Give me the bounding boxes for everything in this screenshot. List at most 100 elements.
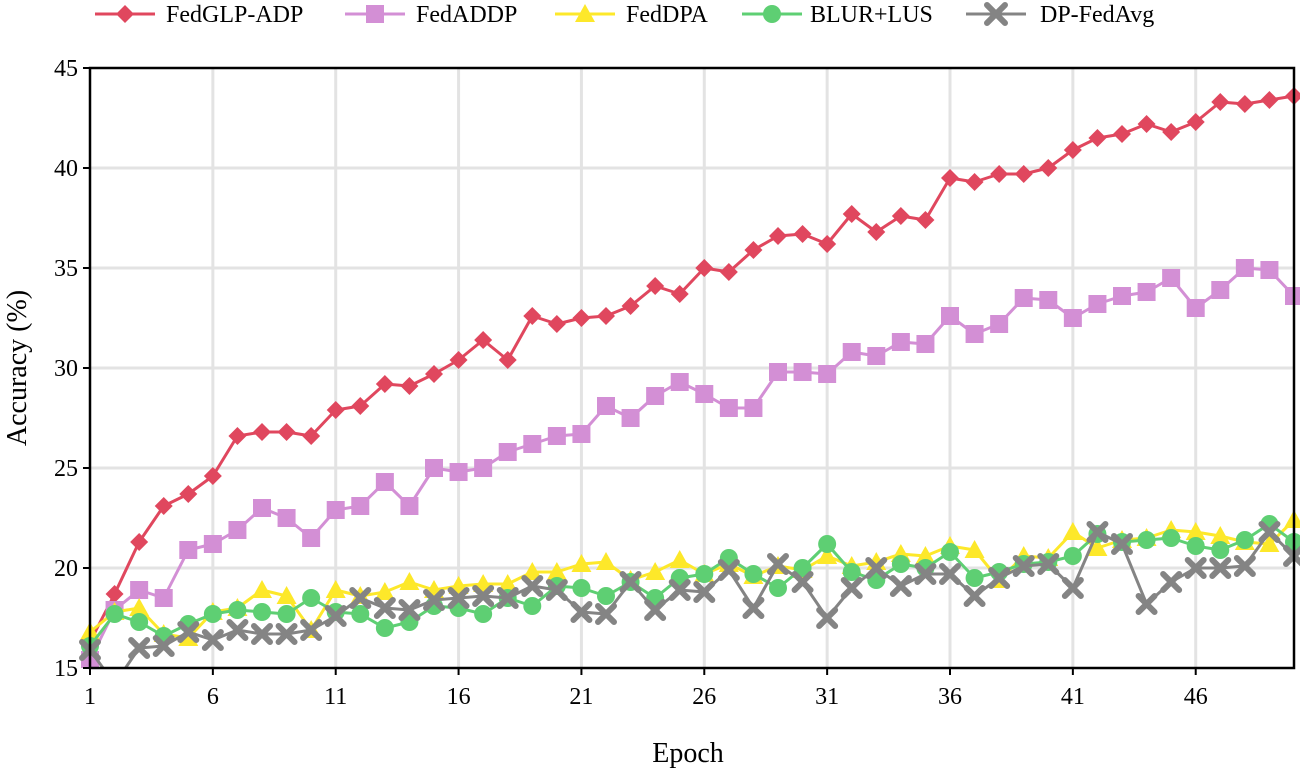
data-point-blur-lus: [941, 543, 959, 561]
data-point-fedglp-adp: [769, 227, 787, 245]
data-point-fedaddp: [523, 435, 542, 453]
data-point-dp-fedavg: [1209, 557, 1232, 579]
data-point-blur-lus: [793, 559, 812, 577]
y-tick-label: 45: [54, 56, 78, 82]
y-tick-label: 35: [54, 256, 78, 282]
data-point-fedglp-adp: [572, 309, 591, 327]
data-point-dp-fedavg: [767, 553, 789, 575]
data-point-fedglp-adp: [621, 297, 640, 315]
data-point-dp-fedavg: [349, 587, 372, 609]
data-point-fedglp-adp: [916, 211, 935, 229]
legend-label-blur-lus: BLUR+LUS: [810, 2, 933, 28]
data-point-dp-fedavg: [128, 637, 151, 659]
legend-marker-feddpa: [575, 4, 595, 22]
data-point-fedglp-adp: [891, 207, 910, 225]
data-point-fedglp-adp: [1162, 123, 1181, 141]
x-tick-label: 16: [447, 684, 471, 710]
data-point-feddpa: [915, 546, 936, 564]
data-point-dp-fedavg: [152, 635, 175, 657]
legend-label-dp-fedavg: DP-FedAvg: [1040, 2, 1154, 28]
data-point-fedglp-adp: [1088, 129, 1107, 147]
data-point-fedaddp: [1113, 287, 1131, 305]
legend-item-blur-lus: BLUR+LUS: [742, 2, 933, 28]
data-point-dp-fedavg: [177, 621, 200, 643]
data-point-fedaddp: [990, 315, 1009, 333]
data-point-fedaddp: [351, 497, 370, 515]
data-point-fedglp-adp: [203, 467, 222, 485]
data-point-blur-lus: [1137, 531, 1156, 549]
data-point-fedaddp: [941, 307, 959, 325]
data-point-dp-fedavg: [107, 676, 123, 692]
data-point-fedglp-adp: [990, 165, 1009, 183]
data-point-fedaddp: [179, 541, 198, 559]
data-point-dp-fedavg: [791, 571, 814, 593]
data-point-dp-fedavg: [226, 619, 249, 641]
data-point-fedaddp: [695, 385, 714, 403]
data-point-fedaddp: [719, 399, 738, 417]
data-point-fedaddp: [1186, 299, 1205, 317]
data-point-fedaddp: [253, 499, 271, 517]
series-feddpa: [80, 510, 1300, 646]
data-point-dp-fedavg: [570, 601, 593, 623]
data-point-fedglp-adp: [498, 351, 517, 369]
data-point-feddpa: [522, 562, 543, 580]
y-tick-label: 20: [54, 556, 78, 582]
data-point-blur-lus: [1162, 529, 1181, 547]
plot-frame: [88, 66, 1296, 670]
data-point-fedglp-adp: [351, 397, 370, 415]
data-point-fedaddp: [818, 365, 837, 383]
legend-label-feddpa: FedDPA: [626, 2, 708, 28]
data-point-fedglp-adp: [474, 331, 493, 349]
data-point-fedglp-adp: [818, 235, 837, 253]
data-point-blur-lus: [842, 563, 861, 581]
data-point-feddpa: [1284, 510, 1300, 528]
data-point-dp-fedavg: [423, 589, 445, 611]
data-point-blur-lus: [203, 605, 222, 623]
data-point-fedglp-adp: [154, 497, 173, 515]
data-point-fedaddp: [842, 343, 861, 361]
data-point-fedglp-adp: [449, 351, 468, 369]
data-point-fedglp-adp: [941, 169, 959, 187]
data-point-feddpa: [669, 550, 690, 568]
data-point-feddpa: [497, 574, 518, 592]
data-point-fedglp-adp: [375, 375, 394, 393]
legend-label-fedglp-adp: FedGLP-ADP: [166, 2, 303, 28]
data-point-fedaddp: [130, 581, 149, 599]
data-point-blur-lus: [277, 605, 296, 623]
data-point-blur-lus: [1235, 531, 1254, 549]
data-point-fedglp-adp: [1039, 159, 1058, 177]
data-point-fedaddp: [1137, 283, 1156, 301]
data-point-fedglp-adp: [1186, 113, 1205, 131]
data-point-blur-lus: [1186, 537, 1205, 555]
data-point-dp-fedavg: [963, 585, 986, 607]
data-point-fedaddp: [744, 399, 763, 417]
data-point-fedglp-adp: [1113, 125, 1131, 143]
data-point-fedaddp: [1014, 289, 1033, 307]
data-point-dp-fedavg: [373, 597, 396, 619]
data-point-dp-fedavg: [1184, 557, 1207, 579]
data-point-dp-fedavg: [545, 579, 568, 601]
data-point-fedaddp: [400, 497, 419, 515]
data-point-feddpa: [546, 562, 567, 580]
data-point-dp-fedavg: [1233, 555, 1256, 577]
x-axis-title: Epoch: [652, 738, 724, 769]
x-tick-label: 46: [1184, 684, 1208, 710]
data-point-blur-lus: [1211, 541, 1230, 559]
data-point-fedglp-adp: [965, 173, 984, 191]
data-point-dp-fedavg: [496, 587, 519, 609]
data-point-fedglp-adp: [547, 315, 566, 333]
data-point-blur-lus: [130, 613, 149, 631]
data-point-feddpa: [571, 554, 592, 572]
data-point-fedaddp: [965, 325, 984, 343]
y-tick-label: 15: [54, 656, 78, 682]
data-point-fedaddp: [597, 397, 615, 415]
data-point-dp-fedavg: [1160, 571, 1183, 593]
data-point-blur-lus: [965, 569, 984, 587]
data-point-fedaddp: [1063, 309, 1082, 327]
data-point-dp-fedavg: [619, 571, 642, 593]
data-point-fedaddp: [277, 509, 296, 527]
series-layer: [79, 87, 1300, 692]
data-point-fedaddp: [326, 501, 345, 519]
